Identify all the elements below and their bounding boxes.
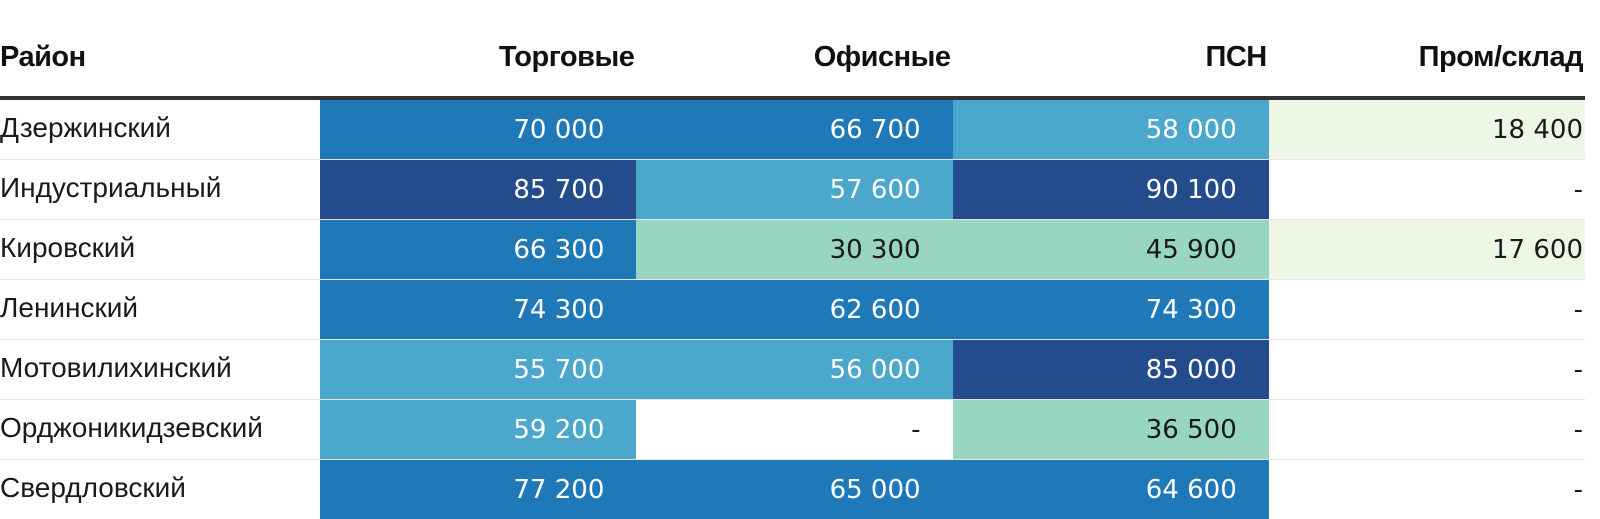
- heatmap-cell: 66 700: [636, 98, 952, 160]
- heatmap-cell: 65 000: [636, 460, 952, 519]
- heatmap-cell: 90 100: [953, 160, 1269, 220]
- district-name: Ленинский: [0, 280, 320, 340]
- heatmap-cell: 57 600: [636, 160, 952, 220]
- district-name: Свердловский: [0, 460, 320, 519]
- heatmap-cell: 30 300: [636, 220, 952, 280]
- column-header-psn: ПСН: [953, 26, 1269, 98]
- heatmap-cell: -: [1269, 460, 1585, 519]
- heatmap-cell: 85 700: [320, 160, 636, 220]
- heatmap-cell: 85 000: [953, 340, 1269, 400]
- heatmap-cell: 74 300: [953, 280, 1269, 340]
- heatmap-cell: 64 600: [953, 460, 1269, 519]
- district-name: Мотовилихинский: [0, 340, 320, 400]
- column-header-district: Район: [0, 26, 320, 98]
- district-name: Орджоникидзевский: [0, 400, 320, 460]
- district-name: Кировский: [0, 220, 320, 280]
- column-header-industrial: Пром/склад: [1269, 26, 1585, 98]
- heatmap-cell: -: [1269, 280, 1585, 340]
- heatmap-cell: 70 000: [320, 98, 636, 160]
- heatmap-cell: 74 300: [320, 280, 636, 340]
- heatmap-cell: 45 900: [953, 220, 1269, 280]
- heatmap-table: Район Торговые Офисные ПСН Пром/склад Дз…: [0, 26, 1585, 519]
- heatmap-cell: 36 500: [953, 400, 1269, 460]
- heatmap-cell: 58 000: [953, 98, 1269, 160]
- heatmap-cell: 17 600: [1269, 220, 1585, 280]
- heatmap-cell: 77 200: [320, 460, 636, 519]
- header-row: Район Торговые Офисные ПСН Пром/склад: [0, 26, 1585, 98]
- heatmap-cell: 62 600: [636, 280, 952, 340]
- heatmap-table-container: Район Торговые Офисные ПСН Пром/склад Дз…: [0, 0, 1600, 498]
- heatmap-cell: 59 200: [320, 400, 636, 460]
- heatmap-cell: -: [636, 400, 952, 460]
- column-header-retail: Торговые: [320, 26, 636, 98]
- heatmap-cell: 56 000: [636, 340, 952, 400]
- column-header-office: Офисные: [636, 26, 952, 98]
- district-name: Индустриальный: [0, 160, 320, 220]
- heatmap-cell: -: [1269, 400, 1585, 460]
- heatmap-cell: -: [1269, 160, 1585, 220]
- heatmap-cell: -: [1269, 340, 1585, 400]
- district-name: Дзержинский: [0, 98, 320, 160]
- heatmap-cell: 18 400: [1269, 98, 1585, 160]
- heatmap-cell: 66 300: [320, 220, 636, 280]
- heatmap-cell: 55 700: [320, 340, 636, 400]
